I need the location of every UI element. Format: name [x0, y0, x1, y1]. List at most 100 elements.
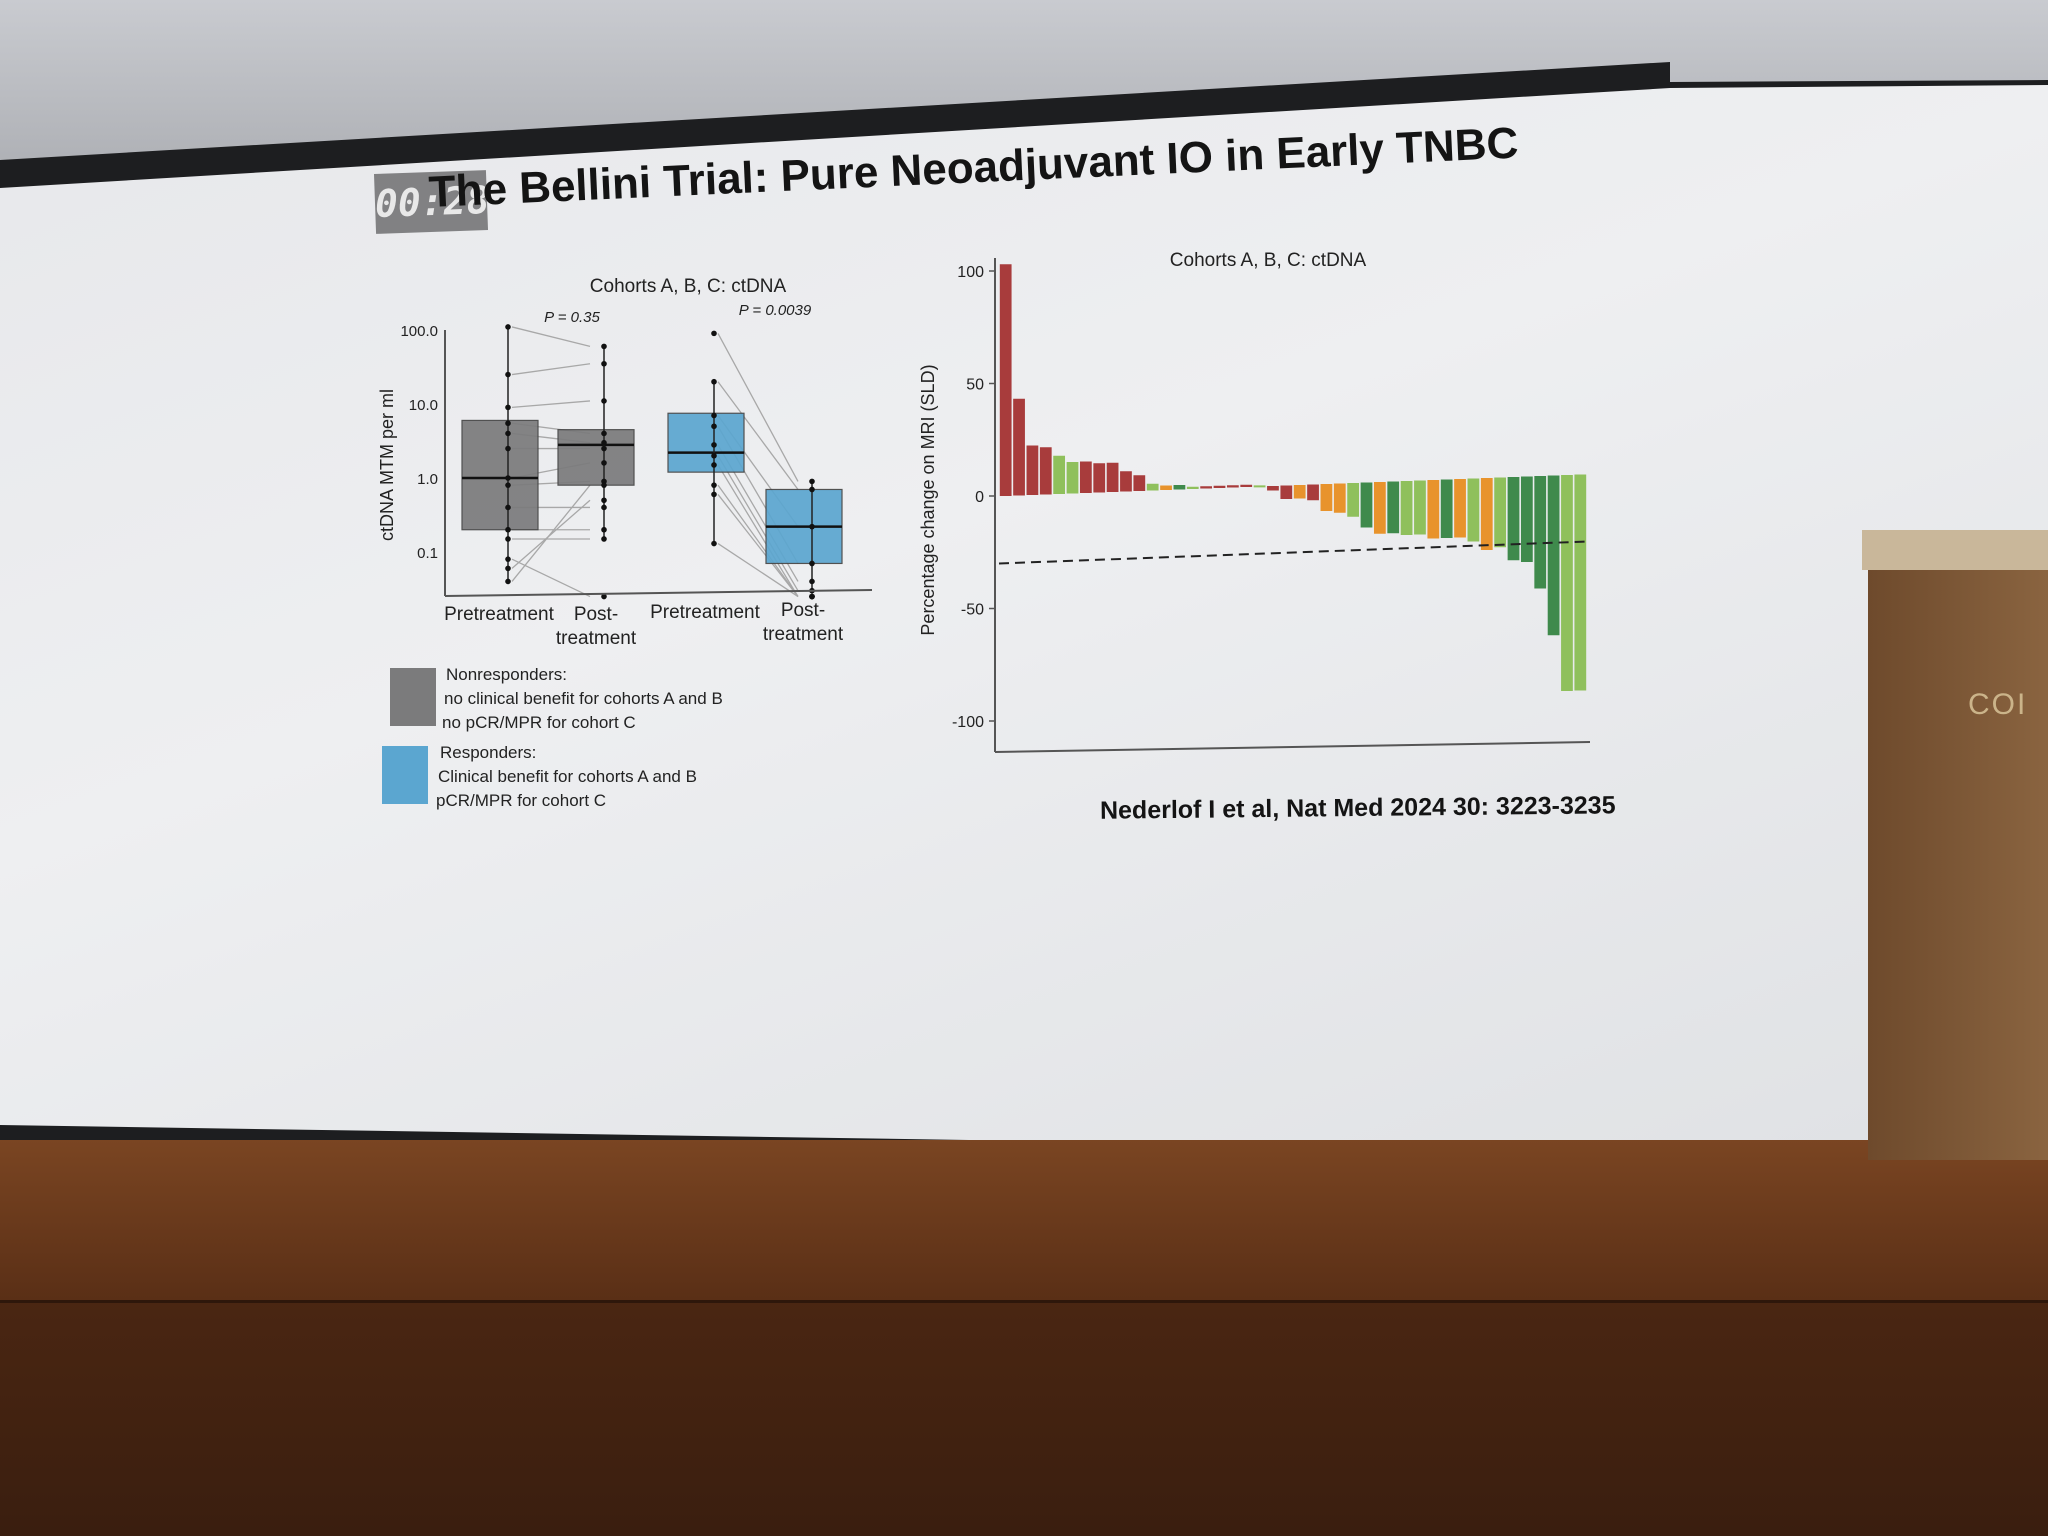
waterfall-bar [1520, 476, 1533, 562]
data-point [711, 540, 717, 547]
y-tick-label: 10.0 [409, 397, 438, 414]
box-x-axis [444, 589, 873, 597]
waterfall-bar [1053, 455, 1066, 494]
projection-screen [0, 85, 2048, 1155]
legend-swatch-responders [382, 746, 428, 804]
y-tick-label: 1.0 [417, 471, 438, 488]
x-category-label: Post-treatment [556, 604, 637, 649]
y-tick-label: 100.0 [400, 323, 438, 340]
data-point [711, 491, 717, 498]
data-point [505, 482, 511, 488]
patient-pair-line [717, 494, 799, 597]
y-tick-label: 0 [975, 489, 984, 506]
waterfall-bar [1093, 463, 1106, 493]
patient-pair-line [717, 333, 799, 482]
waterfall-bar [1387, 481, 1400, 534]
data-point [505, 565, 511, 572]
waterfall-x-axis [994, 741, 1591, 753]
x-category-label: Post-treatment [763, 600, 844, 645]
legend-text: Clinical benefit for cohorts A and B [438, 767, 697, 786]
data-point [505, 526, 511, 533]
waterfall-bar [1480, 478, 1493, 550]
legend-text: pCR/MPR for cohort C [436, 791, 606, 810]
box-pre-nonresponders [461, 419, 539, 531]
waterfall-bar [1467, 478, 1480, 542]
waterfall-bar [1079, 461, 1092, 493]
y-tick-label: -100 [952, 714, 984, 731]
waterfall-bar [1293, 485, 1306, 499]
waterfall-bar [1547, 475, 1560, 636]
waterfall-bar [1333, 483, 1346, 513]
legend-text: no clinical benefit for cohorts A and B [444, 689, 723, 708]
data-point [711, 482, 717, 488]
data-point [809, 486, 815, 493]
data-point [809, 523, 815, 530]
waterfall-bar [1267, 486, 1279, 491]
waterfall-bar [1373, 482, 1386, 534]
data-point [505, 504, 511, 511]
patient-pair-line [717, 484, 799, 597]
data-point [505, 445, 511, 452]
data-point [505, 404, 511, 411]
box-pre-responders [667, 412, 745, 473]
waterfall-bar [1013, 398, 1025, 496]
data-point [809, 578, 815, 585]
waterfall-bar [1400, 481, 1413, 535]
data-point [711, 452, 717, 459]
x-category-label: Pretreatment [444, 604, 555, 625]
waterfall-bar [1320, 484, 1333, 511]
data-point [505, 556, 511, 562]
p-value-nonresponders: P = 0.35 [544, 309, 600, 326]
patient-pair-line [717, 455, 799, 592]
podium [1868, 540, 2048, 1160]
data-point [601, 482, 607, 488]
data-point [505, 578, 511, 585]
reference-line-minus-30 [998, 540, 1588, 565]
waterfall-bar [1427, 480, 1440, 539]
data-point [809, 560, 815, 567]
legend-text: no pCR/MPR for cohort C [442, 713, 636, 732]
data-point [505, 324, 511, 330]
waterfall-bar [1226, 485, 1239, 488]
data-point [809, 478, 815, 485]
p-value-responders: P = 0.0039 [739, 302, 812, 319]
patient-pair-line [717, 543, 799, 598]
legend-swatch-nonresponders [390, 668, 436, 726]
waterfall-bar [1186, 486, 1199, 489]
waterfall-title: Cohorts A, B, C: ctDNA [1170, 250, 1367, 271]
waterfall-bar [1133, 475, 1146, 491]
box-post-nonresponders [557, 429, 635, 486]
data-point [601, 439, 607, 446]
waterfall-bar [1106, 462, 1119, 492]
waterfall-bar [1173, 485, 1186, 490]
y-tick-label: 100 [957, 264, 984, 281]
waterfall-bar [1494, 477, 1507, 548]
patient-pair-line [511, 363, 591, 376]
waterfall-bar [1026, 445, 1039, 495]
data-point [601, 497, 607, 504]
waterfall-bar [1574, 474, 1587, 691]
patient-pair-line [511, 499, 591, 569]
data-point [601, 445, 607, 452]
waterfall-bar [999, 264, 1012, 496]
waterfall-bar [1347, 483, 1360, 517]
waterfall-bar [1360, 482, 1373, 528]
waterfall-bar [1240, 484, 1253, 487]
waterfall-bar [1120, 471, 1132, 492]
patient-pair-line [511, 400, 591, 409]
waterfall-bar [1253, 485, 1266, 488]
podium-top [1862, 530, 2048, 570]
data-point [809, 593, 815, 600]
wood-rail [0, 1140, 2048, 1303]
y-tick-label: 50 [966, 377, 984, 394]
data-point [601, 430, 607, 437]
waterfall-bar [1146, 483, 1159, 491]
data-point [601, 460, 607, 466]
data-point [711, 378, 717, 385]
data-point [505, 371, 511, 378]
legend-text: Responders: [440, 743, 536, 762]
waterfall-bar [1280, 485, 1293, 499]
waterfall-bar [1440, 479, 1453, 538]
data-point [601, 504, 607, 511]
